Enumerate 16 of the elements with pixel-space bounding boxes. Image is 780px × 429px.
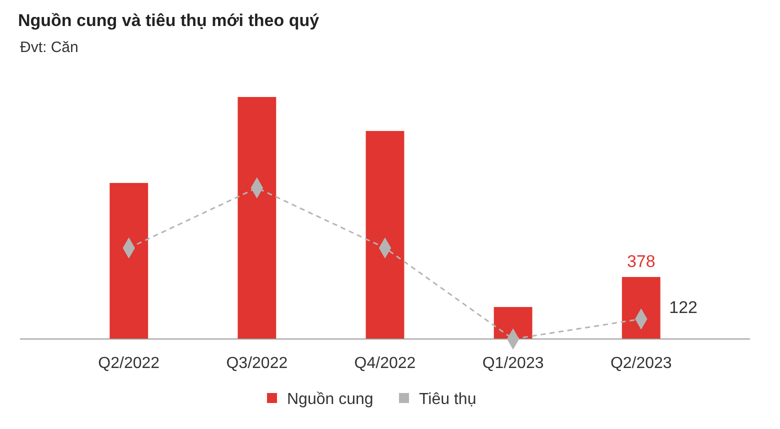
chart-subtitle: Đvt: Căn [20, 39, 78, 56]
data-label: 378 [626, 252, 656, 271]
x-tick-label: Q2/2022 [98, 355, 160, 372]
bar [366, 130, 404, 339]
bar [622, 276, 660, 339]
bar [494, 307, 532, 339]
x-tick-label: Q4/2022 [354, 355, 416, 372]
data-label: 122 [669, 298, 698, 317]
legend-label: Tiêu thụ [419, 391, 476, 408]
x-tick-label: Q3/2022 [226, 355, 288, 372]
x-tick-label: Q2/2023 [610, 355, 672, 372]
chart-title: Nguồn cung và tiêu thụ mới theo quý [18, 11, 320, 30]
legend-label: Nguồn cung [287, 391, 374, 408]
bar [110, 182, 148, 339]
bar [238, 97, 276, 339]
x-tick-label: Q1/2023 [482, 355, 544, 372]
